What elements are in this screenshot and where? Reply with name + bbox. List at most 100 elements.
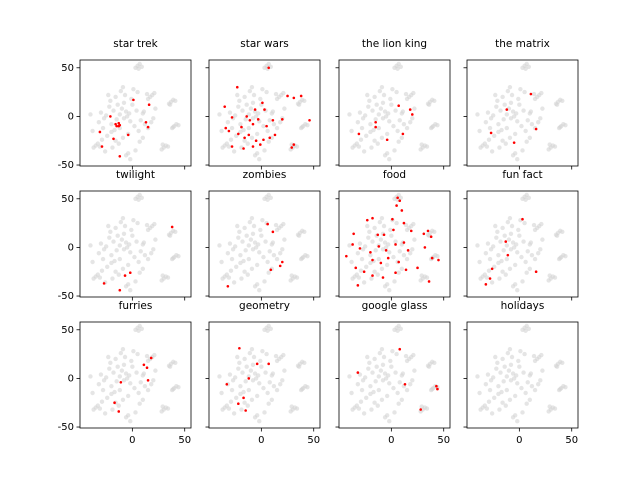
background-point — [419, 404, 424, 409]
background-point — [521, 108, 526, 113]
background-point — [536, 251, 541, 256]
background-point — [404, 125, 410, 131]
highlight-point — [381, 276, 385, 279]
background-point — [112, 258, 117, 264]
background-point — [138, 249, 143, 254]
background-point — [144, 353, 150, 359]
background-point — [240, 239, 245, 244]
background-point — [267, 380, 272, 385]
background-point — [296, 102, 302, 107]
highlight-point — [354, 266, 358, 270]
background-point — [176, 122, 181, 128]
subplot-title: the lion king — [362, 38, 427, 50]
background-point — [142, 252, 148, 258]
background-point — [294, 406, 300, 411]
background-point — [389, 233, 394, 238]
highlight-point — [170, 225, 174, 229]
background-point — [512, 282, 518, 287]
background-point — [268, 326, 273, 332]
background-point — [117, 256, 122, 262]
background-point — [529, 383, 535, 389]
highlight-point — [385, 138, 389, 142]
background-point — [489, 411, 495, 416]
background-point — [349, 259, 354, 265]
background-point — [236, 104, 241, 109]
background-point — [246, 112, 251, 117]
background-point — [387, 119, 392, 124]
background-point — [248, 237, 254, 242]
background-point — [526, 64, 531, 70]
background-point — [100, 125, 106, 131]
background-point — [404, 96, 410, 102]
background-point — [375, 141, 380, 146]
background-point — [387, 418, 392, 424]
background-point — [563, 122, 568, 128]
highlight-point — [265, 124, 268, 128]
highlight-point — [512, 141, 516, 144]
background-point — [498, 108, 503, 113]
background-point — [261, 254, 266, 260]
background-point — [265, 197, 270, 202]
background-point — [389, 364, 394, 369]
background-point — [128, 156, 133, 162]
background-point — [254, 282, 260, 287]
background-point — [523, 128, 528, 134]
background-point — [118, 350, 124, 356]
highlight-point — [251, 122, 255, 126]
background-point — [386, 111, 391, 116]
background-point — [557, 124, 563, 130]
y-tick-label: -50 — [58, 291, 74, 302]
background-point — [403, 222, 409, 228]
background-point — [419, 273, 424, 278]
background-point — [137, 401, 142, 406]
background-point — [269, 397, 275, 402]
background-point — [411, 90, 416, 96]
background-point — [113, 356, 118, 362]
background-point — [173, 360, 178, 366]
background-point — [106, 92, 111, 98]
background-point — [98, 241, 104, 246]
background-point — [347, 112, 352, 117]
background-point — [508, 231, 514, 236]
background-point — [539, 352, 544, 358]
y-tick-label: -50 — [58, 422, 74, 433]
background-point — [399, 397, 405, 402]
background-point — [560, 98, 565, 104]
background-point — [117, 243, 122, 248]
background-point — [289, 273, 294, 278]
background-point — [505, 219, 511, 225]
background-point — [256, 242, 261, 247]
background-point — [493, 223, 498, 229]
background-point — [238, 383, 243, 389]
background-point — [296, 364, 302, 369]
background-point — [249, 347, 255, 352]
background-point — [401, 252, 407, 258]
background-point — [370, 239, 375, 244]
background-point — [508, 362, 514, 367]
background-point — [123, 240, 129, 245]
background-point — [357, 110, 363, 115]
background-point — [522, 89, 527, 95]
background-point — [127, 242, 132, 247]
highlight-point — [225, 382, 229, 386]
background-point — [368, 391, 373, 397]
background-point — [500, 269, 505, 274]
background-point — [485, 372, 491, 377]
background-point — [250, 116, 256, 121]
highlight-point — [292, 143, 296, 146]
background-point — [229, 256, 235, 262]
background-point — [546, 278, 551, 283]
background-point — [88, 243, 93, 248]
background-point — [384, 131, 390, 137]
background-point — [229, 387, 235, 393]
background-point — [151, 116, 156, 121]
background-point — [515, 381, 520, 386]
background-point — [125, 413, 131, 418]
background-point — [135, 351, 140, 357]
background-point — [119, 368, 125, 373]
subplot-title: zombies — [243, 169, 287, 181]
background-point — [122, 223, 128, 229]
background-point — [248, 106, 254, 111]
background-point — [508, 378, 514, 383]
background-point — [523, 197, 528, 202]
